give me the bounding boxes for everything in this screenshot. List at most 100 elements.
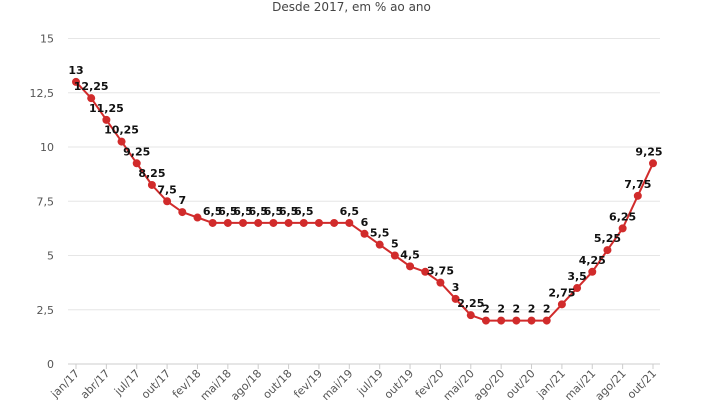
data-point: [406, 262, 415, 271]
data-point: [375, 240, 384, 249]
data-label: 2,25: [457, 297, 484, 310]
data-label: 8,25: [138, 167, 165, 180]
data-label: 13: [68, 64, 83, 77]
data-point: [390, 251, 399, 260]
data-label: 2,75: [548, 286, 575, 299]
data-point: [345, 218, 354, 227]
data-point: [330, 218, 339, 227]
data-label: 6,5: [233, 205, 253, 218]
data-point: [163, 197, 172, 206]
data-point: [360, 229, 369, 238]
y-tick-label: 15: [40, 33, 54, 46]
x-tick-label: out/19: [382, 367, 416, 400]
data-point: [254, 218, 263, 227]
data-point: [178, 208, 187, 217]
data-label: 4,25: [579, 254, 606, 267]
data-label: 5,5: [370, 227, 390, 240]
data-label: 7,5: [157, 183, 177, 196]
data-point: [633, 191, 642, 200]
data-point: [87, 94, 96, 103]
data-label: 6,5: [294, 205, 314, 218]
data-label: 10,25: [104, 124, 139, 137]
data-label: 5: [391, 238, 399, 251]
data-point: [512, 316, 521, 325]
data-label: 7,75: [624, 178, 651, 191]
data-label: 9,25: [123, 145, 150, 158]
data-label: 3,5: [567, 270, 587, 283]
data-label: 7: [178, 194, 186, 207]
data-label: 2: [513, 303, 521, 316]
data-point: [618, 224, 627, 233]
data-point: [314, 218, 323, 227]
data-point: [284, 218, 293, 227]
data-point: [102, 115, 111, 124]
x-tick-label: jan/17: [48, 367, 82, 400]
y-tick-label: 10: [40, 141, 54, 154]
data-labels: 1312,2511,2510,259,258,257,576,56,56,56,…: [68, 64, 662, 316]
y-axis-ticks: 0 2,5 5 7,5 10 12,5 15: [30, 33, 55, 372]
y-tick-label: 2,5: [37, 304, 55, 317]
data-point: [466, 311, 475, 320]
data-label: 2: [528, 303, 536, 316]
data-label: 3: [452, 281, 460, 294]
data-point: [132, 159, 141, 168]
data-point: [557, 300, 566, 309]
y-tick-label: 0: [47, 358, 54, 371]
data-point: [451, 294, 460, 303]
data-label: 12,25: [74, 80, 109, 93]
data-point: [421, 267, 430, 276]
data-point: [239, 218, 248, 227]
data-point: [497, 316, 506, 325]
x-tick-label: ago/20: [471, 367, 507, 400]
data-label: 4,5: [400, 248, 420, 261]
data-label: 5,25: [594, 232, 621, 245]
x-tick-label: out/17: [139, 367, 173, 400]
data-label: 9,25: [635, 145, 662, 158]
x-tick-label: mai/19: [319, 367, 355, 400]
data-point: [542, 316, 551, 325]
chart-subtitle: Desde 2017, em % ao ano: [272, 0, 431, 14]
data-label: 6,5: [340, 205, 360, 218]
data-point: [223, 218, 232, 227]
data-label: 6,5: [248, 205, 268, 218]
data-point: [527, 316, 536, 325]
data-label: 6,5: [218, 205, 238, 218]
data-point: [299, 218, 308, 227]
data-label: 6,5: [264, 205, 284, 218]
y-tick-label: 12,5: [30, 87, 55, 100]
data-label: 6,25: [609, 210, 636, 223]
data-point: [436, 278, 445, 287]
data-label: 2: [482, 303, 490, 316]
data-point: [72, 77, 80, 86]
series-points: [72, 77, 657, 325]
x-tick-label: out/21: [625, 367, 659, 400]
x-tick-label: out/20: [503, 367, 537, 400]
data-point: [588, 267, 597, 276]
x-tick-label: ago/21: [593, 367, 629, 400]
x-tick-label: jul/19: [354, 367, 386, 399]
data-point: [573, 284, 582, 293]
y-tick-label: 7,5: [37, 195, 55, 208]
data-point: [208, 218, 217, 227]
data-point: [481, 316, 490, 325]
grid-lines: [68, 38, 660, 365]
data-point: [193, 213, 202, 222]
x-tick-label: ago/18: [228, 367, 264, 400]
data-label: 11,25: [89, 102, 124, 115]
data-label: 6,5: [279, 205, 299, 218]
data-label: 2: [497, 303, 505, 316]
x-tick-label: out/18: [260, 367, 294, 400]
data-point: [269, 218, 278, 227]
data-point: [147, 180, 156, 189]
data-label: 6,5: [203, 205, 223, 218]
x-tick-label: jul/17: [111, 367, 143, 399]
data-point: [649, 159, 657, 168]
x-tick-label: abr/17: [78, 367, 113, 400]
data-point: [117, 137, 126, 146]
data-point: [603, 246, 612, 255]
data-label: 3,75: [427, 265, 454, 278]
data-label: 2: [543, 303, 551, 316]
y-tick-label: 5: [47, 250, 54, 263]
